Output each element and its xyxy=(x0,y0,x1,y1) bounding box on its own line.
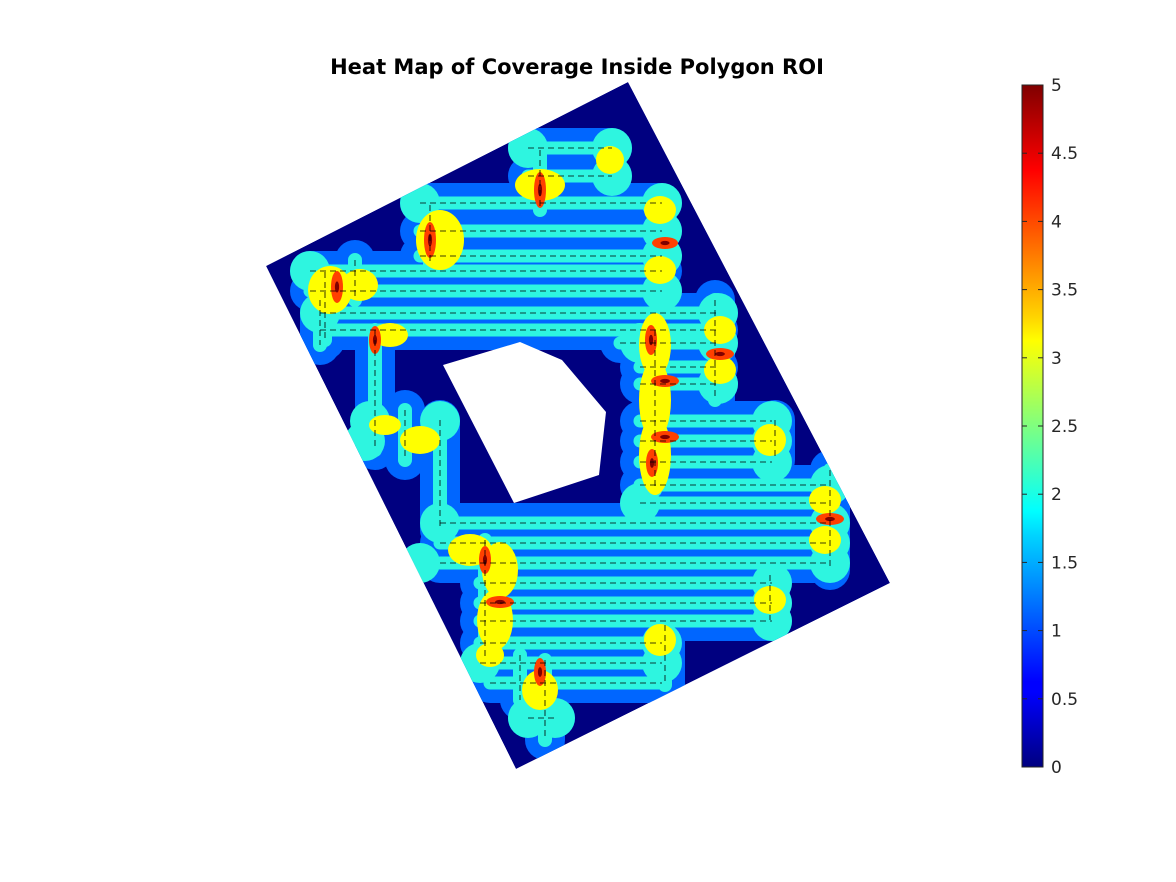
chart-title: Heat Map of Coverage Inside Polygon ROI xyxy=(330,55,824,79)
turn-overlap xyxy=(482,542,518,598)
colorbar-tick-label: 2 xyxy=(1051,485,1062,505)
coverage-peak xyxy=(660,434,670,440)
colorbar-tick-label: 0 xyxy=(1051,758,1062,778)
turn-overlap xyxy=(644,256,676,284)
coverage-peak xyxy=(649,458,655,468)
colorbar-tick-label: 5 xyxy=(1051,76,1062,96)
colorbar-tick-label: 1.5 xyxy=(1051,553,1078,573)
coverage-peak xyxy=(825,516,835,522)
coverage-path xyxy=(310,147,831,740)
turn-overlap xyxy=(369,415,401,435)
turn-overlap xyxy=(372,323,408,347)
turn-overlap xyxy=(400,426,440,454)
turn-coverage-layer xyxy=(308,146,841,710)
turn-overlap xyxy=(342,269,378,301)
colorbar-tick-label: 3.5 xyxy=(1051,281,1078,301)
coverage-peak xyxy=(660,240,670,246)
colorbar-tick-label: 3 xyxy=(1051,349,1062,369)
turn-overlap xyxy=(522,670,558,710)
turn-overlap xyxy=(704,316,736,344)
coverage-peak xyxy=(660,378,670,384)
turn-overlap xyxy=(704,356,736,384)
turn-overlap xyxy=(416,210,464,270)
turn-overlap xyxy=(754,424,786,456)
turn-overlap xyxy=(644,624,676,656)
turn-overlap xyxy=(809,526,841,554)
coverage-peak xyxy=(495,599,505,605)
colorbar-tick-label: 2.5 xyxy=(1051,417,1078,437)
turn-disc xyxy=(400,543,440,583)
colorbar: 0 0.5 1 1.5 2 2.5 3 3.5 4 4.5 5 xyxy=(1021,76,1078,778)
turn-overlap xyxy=(596,146,624,174)
coverage-map xyxy=(266,82,890,769)
turn-overlap xyxy=(644,196,676,224)
colorbar-tick-label: 0.5 xyxy=(1051,690,1078,710)
colorbar-tick-label: 4 xyxy=(1051,212,1062,232)
coverage-peak xyxy=(334,281,340,293)
turn-overlap xyxy=(476,643,504,667)
turn-overlap xyxy=(809,486,841,514)
coverage-peak xyxy=(715,351,725,357)
coverage-peak xyxy=(648,334,654,346)
roi-hole xyxy=(443,342,606,503)
coverage-peak xyxy=(537,667,543,677)
colorbar-tick-label: 4.5 xyxy=(1051,144,1078,164)
colorbar-tick-label: 1 xyxy=(1051,622,1062,642)
